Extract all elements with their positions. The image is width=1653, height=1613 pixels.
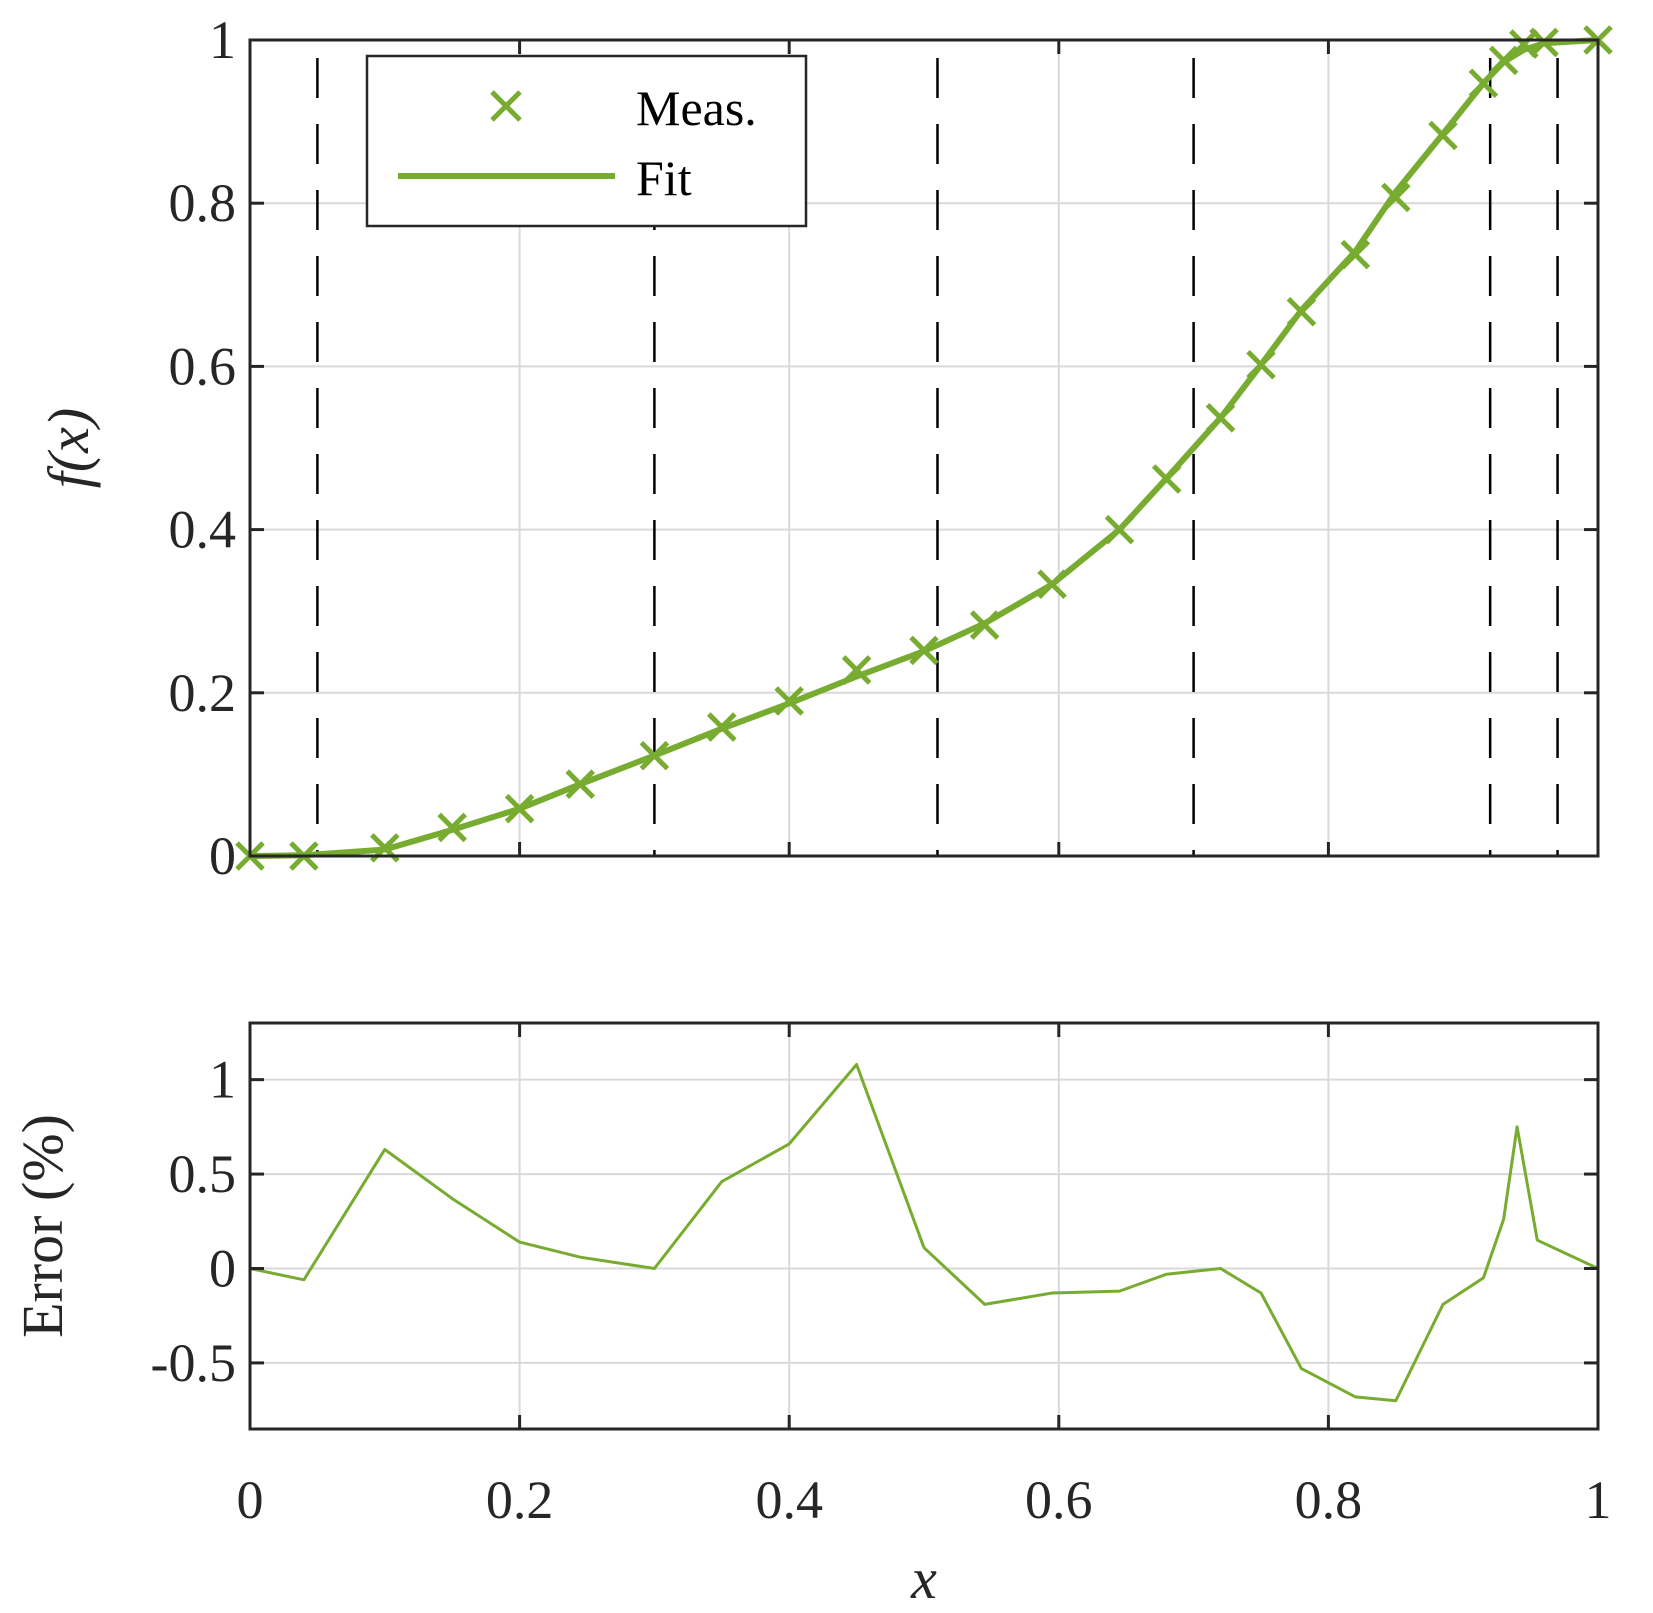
meas-point-stroke: [1529, 27, 1559, 58]
fit-ytick-label: 0.2: [169, 663, 237, 723]
meas-point: [1205, 403, 1236, 433]
meas-point: [1381, 182, 1411, 213]
error-xlabel: x: [910, 1546, 937, 1611]
meas-point: [639, 740, 670, 771]
meas-point: [1104, 514, 1135, 545]
fit-panel: 0 0.2 0.4 0.6 0.8 1 f(x) Meas. Fit: [36, 10, 1613, 886]
meas-point: [1488, 45, 1519, 76]
error-ticks: 0 0.2 0.4 0.6 0.8 1 -0.5 0 0.5 1: [151, 1023, 1612, 1530]
error-curve: [249, 1063, 1599, 1403]
meas-point: [1037, 569, 1067, 600]
meas-point-stroke: [639, 740, 670, 771]
meas-point: [774, 686, 804, 716]
error-panel: 0 0.2 0.4 0.6 0.8 1 -0.5 0 0.5 1 Error (%) x: [10, 1021, 1612, 1611]
error-ytick-label: 1: [209, 1050, 236, 1110]
fit-series: [235, 25, 1613, 871]
meas-point-stroke: [707, 712, 737, 742]
error-ytick-label: -0.5: [151, 1333, 236, 1393]
fit-ytick-label: 0.4: [169, 500, 237, 560]
error-axes-box: [248, 1021, 1600, 1431]
fit-ytick-label: 0.8: [169, 173, 237, 233]
error-xtick-label: 0.4: [755, 1470, 823, 1530]
meas-point-stroke: [841, 655, 872, 685]
meas-point-stroke: [1509, 29, 1539, 59]
meas-point: [437, 812, 467, 843]
meas-point: [1529, 27, 1559, 58]
meas-point-stroke: [437, 812, 467, 843]
meas-point: [1246, 350, 1276, 380]
legend-meas-marker: [490, 90, 522, 122]
meas-point-stroke: [1428, 120, 1458, 151]
meas-point-stroke: [565, 769, 596, 799]
fit-ytick-label: 0.6: [169, 336, 237, 396]
fit-ytick-label: 0: [209, 826, 236, 886]
error-ytick-label: 0.5: [169, 1144, 237, 1204]
meas-point-stroke: [1205, 403, 1236, 433]
meas-point: [909, 635, 939, 666]
meas-point: [1340, 239, 1371, 270]
meas-point-stroke: [969, 610, 1000, 640]
meas-point-stroke: [1246, 350, 1276, 380]
error-ytick-label: 0: [209, 1238, 236, 1298]
legend-meas-label: Meas.: [636, 80, 757, 136]
knot-lines: [316, 40, 1559, 856]
meas-point: [1151, 464, 1182, 494]
meas-point: [565, 769, 596, 799]
meas-point-stroke: [1286, 296, 1317, 327]
legend: Meas. Fit: [365, 54, 808, 228]
legend-fit-label: Fit: [636, 150, 692, 206]
fit-ytick-label: 1: [209, 10, 236, 70]
meas-point-stroke: [1340, 239, 1371, 270]
error-xtick-label: 0: [237, 1470, 264, 1530]
meas-point-stroke: [1104, 514, 1135, 545]
fit-ticks: 0 0.2 0.4 0.6 0.8 1: [169, 10, 1598, 886]
meas-point: [841, 655, 872, 685]
error-series: [249, 1063, 1599, 1403]
legend-box: [365, 54, 808, 228]
error-grid: [250, 1023, 1598, 1429]
error-xtick-label: 0.8: [1295, 1470, 1363, 1530]
meas-point-stroke: [909, 635, 939, 666]
meas-point-stroke: [1037, 569, 1067, 600]
meas-point-stroke: [504, 793, 535, 824]
meas-point: [1428, 120, 1458, 151]
meas-point-stroke: [774, 686, 804, 716]
error-xtick-label: 1: [1585, 1470, 1612, 1530]
fit-ylabel: f(x): [36, 408, 101, 489]
meas-point: [707, 712, 737, 742]
legend-marker-stroke: [490, 90, 522, 122]
meas-point: [504, 793, 535, 824]
fit-axes-box: [248, 38, 1600, 858]
meas-point: [1286, 296, 1317, 327]
meas-point-stroke: [1151, 464, 1182, 494]
error-xtick-label: 0.2: [486, 1470, 554, 1530]
meas-point: [969, 610, 1000, 640]
error-ylabel: Error (%): [10, 1114, 75, 1338]
error-xtick-label: 0.6: [1025, 1470, 1093, 1530]
meas-point-stroke: [1488, 45, 1519, 76]
meas-point-stroke: [1381, 182, 1411, 213]
